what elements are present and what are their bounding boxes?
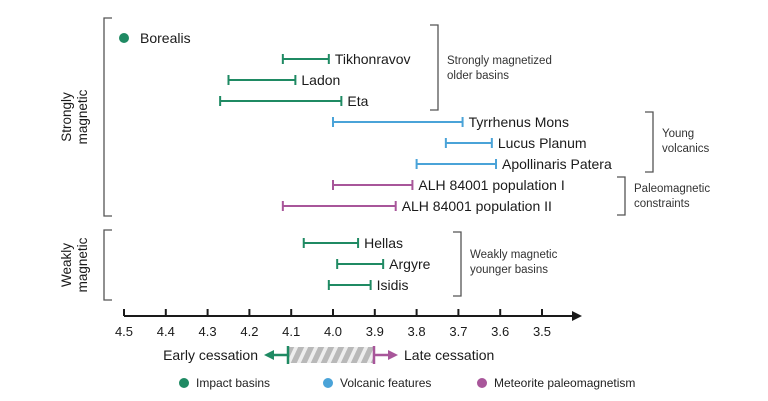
side-bracket-2 <box>103 229 112 301</box>
group-bracket-1 <box>430 24 439 111</box>
x-tick-label-8: 3.7 <box>449 324 467 339</box>
interval-tyrrhenus-mons <box>332 117 464 127</box>
label-tikhonravov: Tikhonravov <box>335 51 411 67</box>
label-argyre: Argyre <box>389 256 430 272</box>
legend-label-meteorite-paleomagnetism: Meteorite paleomagnetism <box>494 376 635 390</box>
x-axis-arrowhead <box>572 311 582 321</box>
group-brackets <box>103 17 654 301</box>
legend-marker-impact-basins <box>179 378 189 388</box>
legend-marker-volcanic-features <box>323 378 333 388</box>
legend: Impact basins Volcanic features Meteorite … <box>179 376 635 390</box>
cessation-direction: Early cessation Late cessation <box>163 346 494 364</box>
interval-series <box>119 33 498 290</box>
item-labels: Borealis Tikhonravov Ladon Eta Tyrrhenus Mon… <box>140 30 612 293</box>
legend-label-volcanic-features: Volcanic features <box>340 376 431 390</box>
group-bracket-4 <box>453 231 462 297</box>
side-label-strongly-magnetic: Stronglymagnetic <box>59 89 90 144</box>
group-labels: Strongly magnetized older basins Young volc… <box>59 55 710 292</box>
label-hellas: Hellas <box>364 235 403 251</box>
x-tick-label-0: 4.5 <box>115 324 133 339</box>
x-axis: 4.5 4.4 4.3 4.2 4.1 4.0 3.9 3.8 3.7 3.6 3.5 <box>115 309 582 339</box>
x-tick-label-2: 4.3 <box>199 324 217 339</box>
legend-label-impact-basins: Impact basins <box>196 376 270 390</box>
label-alh-84001-population-i: ALH 84001 population I <box>418 177 564 193</box>
interval-lucus-planum <box>444 138 493 148</box>
x-tick-label-7: 3.8 <box>408 324 426 339</box>
label-isidis: Isidis <box>377 277 409 293</box>
label-eta: Eta <box>347 93 368 109</box>
label-apollinaris-patera: Apollinaris Patera <box>502 156 612 172</box>
x-tick-label-4: 4.1 <box>282 324 300 339</box>
group-label-young-volcanics: Young volcanics <box>662 128 710 155</box>
label-alh-84001-population-ii: ALH 84001 population II <box>402 198 552 214</box>
early-cessation-arrowhead <box>264 350 274 360</box>
interval-isidis <box>327 280 372 290</box>
label-borealis: Borealis <box>140 30 191 46</box>
interval-alh-84001-population-i <box>332 180 414 190</box>
late-cessation-arrowhead <box>388 350 398 360</box>
group-label-paleomagnetic-constraints: Paleomagnetic constraints <box>634 183 710 210</box>
interval-argyre <box>336 259 385 269</box>
interval-apollinaris-patera <box>415 159 498 169</box>
group-bracket-2 <box>645 111 654 173</box>
x-tick-label-3: 4.2 <box>240 324 258 339</box>
group-bracket-3 <box>617 176 626 216</box>
x-tick-label-10: 3.5 <box>533 324 551 339</box>
side-bracket-1 <box>103 17 112 217</box>
label-tyrrhenus-mons: Tyrrhenus Mons <box>469 114 569 130</box>
interval-alh-84001-population-ii <box>281 201 397 211</box>
label-lucus-planum: Lucus Planum <box>498 135 587 151</box>
group-label-weakly-magnetic-younger-basins: Weakly magnetic younger basins <box>470 249 558 276</box>
interval-tikhonravov <box>281 54 330 64</box>
point-borealis <box>119 33 129 43</box>
late-cessation-label: Late cessation <box>404 347 494 363</box>
interval-ladon <box>227 75 297 85</box>
x-tick-label-9: 3.6 <box>491 324 509 339</box>
early-cessation-label: Early cessation <box>163 347 258 363</box>
x-tick-label-6: 3.9 <box>366 324 384 339</box>
side-label-weakly-magnetic: Weaklymagnetic <box>59 237 90 292</box>
interval-eta <box>219 96 343 106</box>
cessation-hatched-band <box>288 347 374 363</box>
x-tick-label-5: 4.0 <box>324 324 342 339</box>
x-tick-label-1: 4.4 <box>157 324 175 339</box>
legend-marker-meteorite-paleomagnetism <box>477 378 487 388</box>
group-label-strongly-magnetized-older-basins: Strongly magnetized older basins <box>447 55 552 82</box>
label-ladon: Ladon <box>301 72 340 88</box>
interval-hellas <box>302 238 360 248</box>
